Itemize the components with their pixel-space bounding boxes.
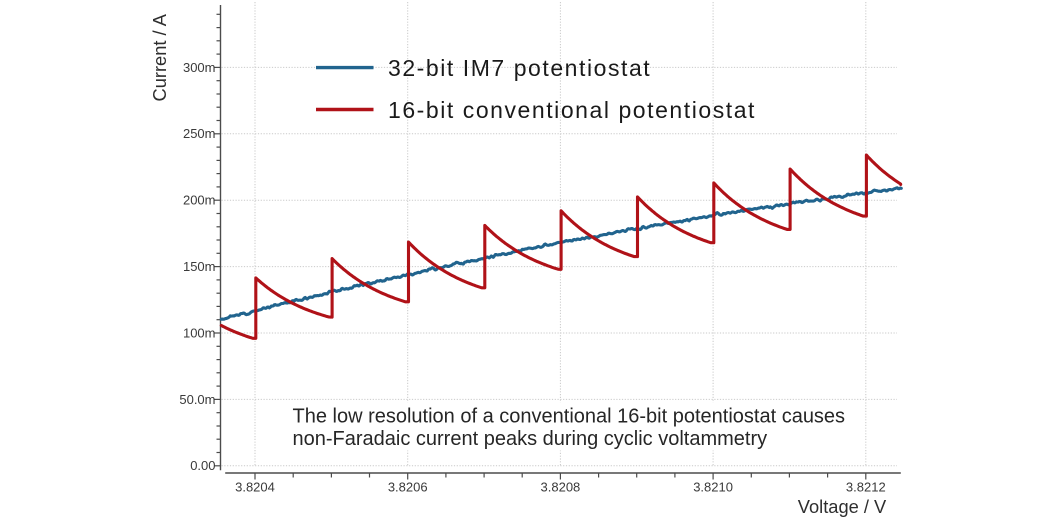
svg-text:3.8210: 3.8210	[693, 480, 733, 495]
svg-text:3.8212: 3.8212	[846, 480, 886, 495]
svg-text:3.8206: 3.8206	[388, 480, 428, 495]
svg-text:0.00: 0.00	[190, 458, 215, 473]
svg-text:non-Faradaic current peaks dur: non-Faradaic current peaks during cyclic…	[293, 428, 768, 450]
svg-text:3.8204: 3.8204	[235, 480, 275, 495]
svg-text:200m: 200m	[183, 193, 216, 208]
svg-text:300m: 300m	[183, 60, 216, 75]
svg-text:50.0m: 50.0m	[179, 392, 215, 407]
svg-text:16-bit conventional potentiost: 16-bit conventional potentiostat	[388, 97, 756, 123]
svg-text:32-bit IM7 potentiostat: 32-bit IM7 potentiostat	[388, 55, 651, 81]
svg-text:100m: 100m	[183, 325, 216, 340]
svg-text:The low resolution of a conven: The low resolution of a conventional 16-…	[293, 406, 846, 428]
svg-text:3.8208: 3.8208	[541, 480, 581, 495]
svg-text:Voltage / V: Voltage / V	[798, 496, 887, 517]
svg-text:250m: 250m	[183, 126, 216, 141]
svg-text:150m: 150m	[183, 259, 216, 274]
svg-text:Current / A: Current / A	[149, 13, 170, 101]
